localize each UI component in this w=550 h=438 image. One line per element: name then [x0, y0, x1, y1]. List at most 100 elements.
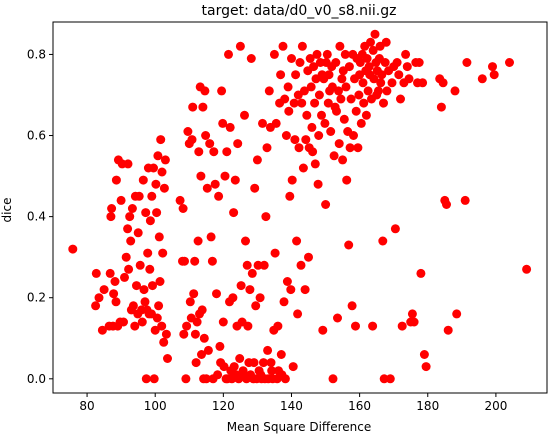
data-point: [341, 82, 351, 92]
data-point: [307, 122, 317, 132]
data-point: [228, 293, 238, 303]
data-point: [140, 297, 150, 307]
data-point: [404, 74, 414, 84]
data-point: [94, 293, 104, 303]
data-point: [290, 135, 300, 145]
data-point: [351, 106, 361, 116]
data-point: [213, 370, 223, 380]
data-point: [255, 293, 265, 303]
data-point: [138, 175, 148, 185]
data-point: [329, 151, 339, 161]
data-point: [119, 317, 128, 327]
data-point: [308, 147, 318, 157]
data-point: [382, 86, 392, 96]
data-point: [242, 260, 252, 270]
data-point: [185, 297, 195, 307]
data-point: [266, 358, 276, 368]
data-point: [161, 329, 171, 339]
data-point: [215, 341, 225, 351]
data-point: [132, 281, 141, 291]
data-point: [218, 118, 228, 128]
data-point: [181, 374, 191, 384]
data-point: [207, 256, 217, 266]
data-point: [200, 86, 210, 96]
data-point: [309, 62, 319, 72]
data-point: [188, 102, 198, 112]
data-point: [292, 236, 302, 246]
data-point: [322, 49, 332, 59]
data-point: [338, 155, 348, 165]
data-point: [258, 118, 267, 128]
points-layer: [68, 29, 532, 384]
axes-frame: [52, 21, 548, 394]
data-point: [333, 313, 342, 323]
data-point: [396, 94, 405, 104]
data-point: [337, 74, 347, 84]
data-point: [209, 147, 219, 157]
data-point: [381, 37, 391, 47]
x-tick-label: 100: [144, 399, 167, 413]
data-point: [110, 277, 120, 286]
data-point: [262, 143, 272, 153]
data-point: [314, 131, 324, 140]
data-point: [418, 78, 428, 88]
data-point: [249, 358, 259, 368]
data-point: [152, 208, 162, 218]
data-point: [273, 321, 283, 331]
data-point: [321, 200, 331, 209]
data-point: [349, 131, 358, 140]
data-point: [368, 321, 378, 331]
data-point: [489, 70, 499, 80]
x-tick-label: 180: [416, 399, 439, 413]
data-point: [127, 204, 137, 213]
data-point: [392, 58, 402, 67]
data-point: [141, 208, 151, 218]
data-point: [197, 350, 206, 359]
data-point: [229, 208, 239, 218]
data-point: [157, 321, 167, 331]
data-point: [107, 204, 117, 213]
data-point: [353, 143, 363, 153]
data-point: [293, 309, 303, 319]
data-point: [282, 277, 292, 286]
data-point: [285, 191, 295, 201]
data-point: [149, 163, 158, 173]
data-point: [373, 86, 383, 96]
data-point: [91, 301, 101, 311]
data-point: [347, 301, 357, 311]
data-point: [201, 131, 211, 140]
data-point: [235, 354, 245, 363]
data-point: [220, 171, 230, 181]
data-point: [301, 135, 311, 145]
data-point: [359, 98, 369, 108]
data-point: [377, 70, 387, 80]
data-point: [218, 317, 228, 327]
data-point: [402, 62, 412, 72]
data-point: [269, 49, 279, 59]
data-point: [334, 86, 343, 96]
data-point: [477, 74, 487, 84]
data-point: [288, 362, 298, 372]
data-point: [134, 191, 144, 201]
data-point: [259, 260, 269, 270]
data-point: [358, 78, 368, 88]
data-point: [190, 256, 200, 266]
data-point: [335, 41, 345, 51]
data-point: [156, 135, 166, 145]
data-point: [362, 54, 372, 63]
data-point: [145, 216, 155, 226]
data-point: [143, 248, 153, 258]
data-point: [421, 362, 431, 372]
data-point: [298, 163, 308, 173]
data-point: [351, 321, 360, 331]
data-point: [190, 329, 200, 339]
data-point: [187, 135, 197, 145]
data-point: [203, 345, 213, 355]
data-point: [261, 212, 271, 222]
data-point: [310, 98, 320, 108]
data-point: [380, 58, 390, 67]
data-point: [368, 45, 378, 55]
data-point: [97, 325, 107, 335]
data-point: [442, 200, 451, 209]
data-point: [116, 195, 126, 205]
